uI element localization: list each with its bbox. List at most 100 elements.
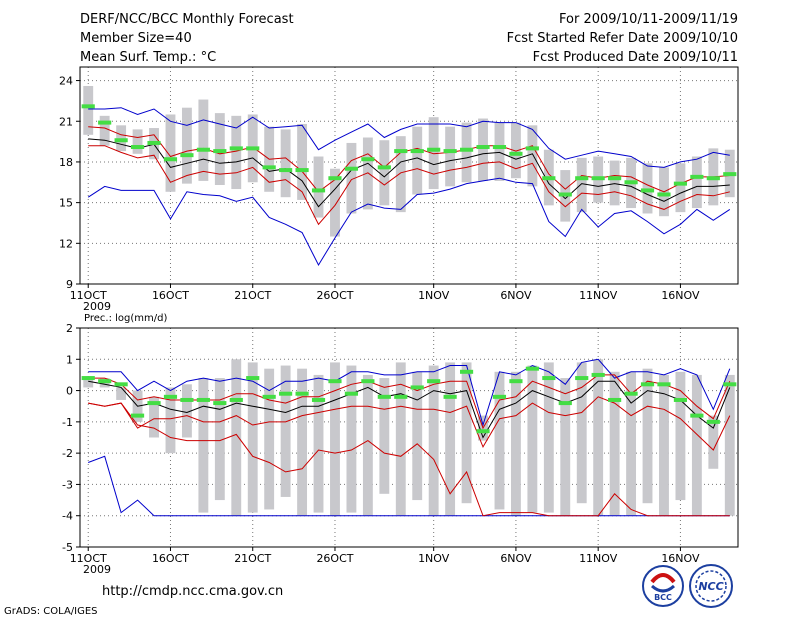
temp-observed-marker bbox=[723, 172, 737, 177]
temp-observed-marker bbox=[147, 140, 161, 145]
prec-xtick-label: 21OCT bbox=[234, 552, 271, 565]
variable-label: Mean Surf. Temp.: °C bbox=[80, 50, 216, 65]
prec-spread-bar bbox=[609, 371, 620, 516]
prec-spread-bar bbox=[149, 396, 159, 438]
prec-spread-bar bbox=[231, 359, 242, 516]
prec-ytick-label: -1 bbox=[62, 416, 73, 429]
prec-observed-marker bbox=[344, 391, 359, 396]
prec-observed-marker bbox=[427, 379, 441, 384]
temp-observed-marker bbox=[180, 153, 194, 158]
temp-observed-marker bbox=[213, 149, 227, 154]
prec-spread-bar bbox=[428, 365, 439, 516]
temp-observed-marker bbox=[673, 181, 688, 186]
prec-spread-bar bbox=[560, 378, 571, 516]
temp-spread-bar bbox=[231, 115, 242, 190]
temp-observed-marker bbox=[608, 176, 622, 181]
prec-spread-bar bbox=[659, 374, 669, 516]
prec-xtick-label: 26OCT bbox=[316, 552, 353, 565]
prec-observed-marker bbox=[558, 401, 572, 406]
temp-outer-lower-line bbox=[87, 177, 731, 267]
prec-spread-bar bbox=[708, 415, 719, 469]
prec-observed-marker bbox=[443, 394, 457, 399]
temp-spread-bar bbox=[675, 163, 686, 213]
prec-observed-marker bbox=[262, 394, 276, 399]
temp-observed-marker bbox=[476, 145, 490, 150]
prec-spread-bar bbox=[412, 371, 423, 501]
prec-observed-marker bbox=[459, 369, 474, 374]
temp-inner-lower-line bbox=[88, 145, 730, 226]
ncc-logo: NCC bbox=[689, 564, 733, 608]
prec-spread-bar bbox=[642, 368, 653, 504]
temperature-panel: 9 12 15 18 21 24 11OCT 16OCT 21OCT 26OCT 1NOV 6NOV 1… bbox=[59, 66, 739, 313]
prec-xtick-label: 11OCT bbox=[70, 552, 107, 565]
prec-spread-bar bbox=[116, 387, 127, 400]
prec-outer-upper-line bbox=[88, 358, 731, 427]
temp-ytick-label: 24 bbox=[59, 75, 73, 88]
prec-spread-bar bbox=[675, 371, 686, 501]
temp-spread-bar bbox=[395, 136, 406, 213]
temp-spread-bar bbox=[527, 125, 538, 187]
prec-xtick-label: 11NOV bbox=[579, 552, 618, 565]
temp-observed-marker bbox=[295, 168, 309, 173]
prec-spread-bar bbox=[543, 362, 554, 513]
prec-observed-marker bbox=[591, 372, 605, 377]
prec-observed-marker bbox=[180, 397, 194, 402]
temp-observed-marker bbox=[344, 166, 359, 171]
temp-observed-marker bbox=[542, 176, 556, 181]
prec-observed-marker bbox=[509, 379, 523, 384]
prec-observed-marker bbox=[295, 391, 309, 396]
prec-spread-bar bbox=[181, 384, 192, 438]
temp-observed-marker bbox=[163, 157, 178, 162]
prec-observed-marker bbox=[410, 385, 424, 390]
temp-spread-bar bbox=[83, 85, 94, 135]
prec-xtick-label: 16NOV bbox=[661, 552, 700, 565]
prec-spread-bar bbox=[280, 365, 291, 497]
prec-outer-lower-line bbox=[88, 455, 730, 517]
temp-spread-bar bbox=[461, 122, 472, 183]
source-url[interactable]: http://cmdp.ncc.cma.gov.cn bbox=[102, 584, 283, 599]
prec-observed-marker bbox=[147, 401, 161, 406]
prec-observed-marker bbox=[723, 382, 737, 387]
temp-xtick-label: 21OCT bbox=[234, 289, 271, 302]
temp-xtick-label: 6NOV bbox=[500, 289, 532, 302]
prec-spread-bar bbox=[576, 362, 587, 504]
temp-spread-bar bbox=[116, 125, 127, 152]
temp-observed-marker bbox=[361, 157, 375, 162]
prec-year-label: 2009 bbox=[83, 563, 111, 576]
temp-observed-marker bbox=[311, 188, 326, 193]
prec-spread-bar bbox=[165, 387, 176, 454]
temp-spread-bar bbox=[478, 118, 488, 181]
fcst-produced: Fcst Produced Date 2009/10/11 bbox=[533, 50, 738, 65]
prec-observed-marker bbox=[525, 366, 539, 371]
prec-spread-bar bbox=[626, 371, 637, 516]
temp-spread-bar bbox=[297, 123, 308, 200]
prec-observed-marker bbox=[608, 397, 622, 402]
temp-xtick-label: 16OCT bbox=[152, 289, 189, 302]
temp-observed-marker bbox=[492, 145, 507, 150]
temp-observed-marker bbox=[657, 192, 671, 197]
prec-observed-marker bbox=[114, 382, 128, 387]
prec-ytick-label: 0 bbox=[66, 385, 73, 398]
temp-year-label: 2009 bbox=[83, 300, 111, 313]
prec-spread-bar bbox=[247, 362, 258, 513]
temp-frame bbox=[79, 66, 739, 285]
temp-observed-marker bbox=[377, 165, 391, 170]
prec-frame bbox=[79, 327, 739, 548]
bcc-logo: BCC bbox=[642, 565, 684, 607]
prec-spread-bar bbox=[379, 378, 390, 494]
temp-observed-marker bbox=[443, 149, 457, 154]
temp-spread-bar bbox=[132, 129, 143, 154]
prec-xtick-label: 16OCT bbox=[152, 552, 189, 565]
temp-spread-bar bbox=[198, 99, 209, 181]
chart-title: DERF/NCC/BCC Monthly Forecast bbox=[80, 12, 294, 27]
prec-ytick-label: -3 bbox=[62, 478, 73, 491]
temp-ytick-label: 12 bbox=[59, 237, 73, 250]
prec-observed-marker bbox=[213, 401, 227, 406]
forecast-period: For 2009/10/11-2009/11/19 bbox=[559, 12, 738, 27]
prec-inner-lower-line bbox=[88, 402, 730, 517]
temp-ytick-label: 15 bbox=[59, 197, 73, 210]
temp-observed-marker bbox=[410, 149, 424, 154]
prec-observed-marker bbox=[492, 394, 507, 399]
fcst-started: Fcst Started Refer Date 2009/10/10 bbox=[507, 31, 738, 46]
temp-spread-bar bbox=[362, 137, 373, 210]
